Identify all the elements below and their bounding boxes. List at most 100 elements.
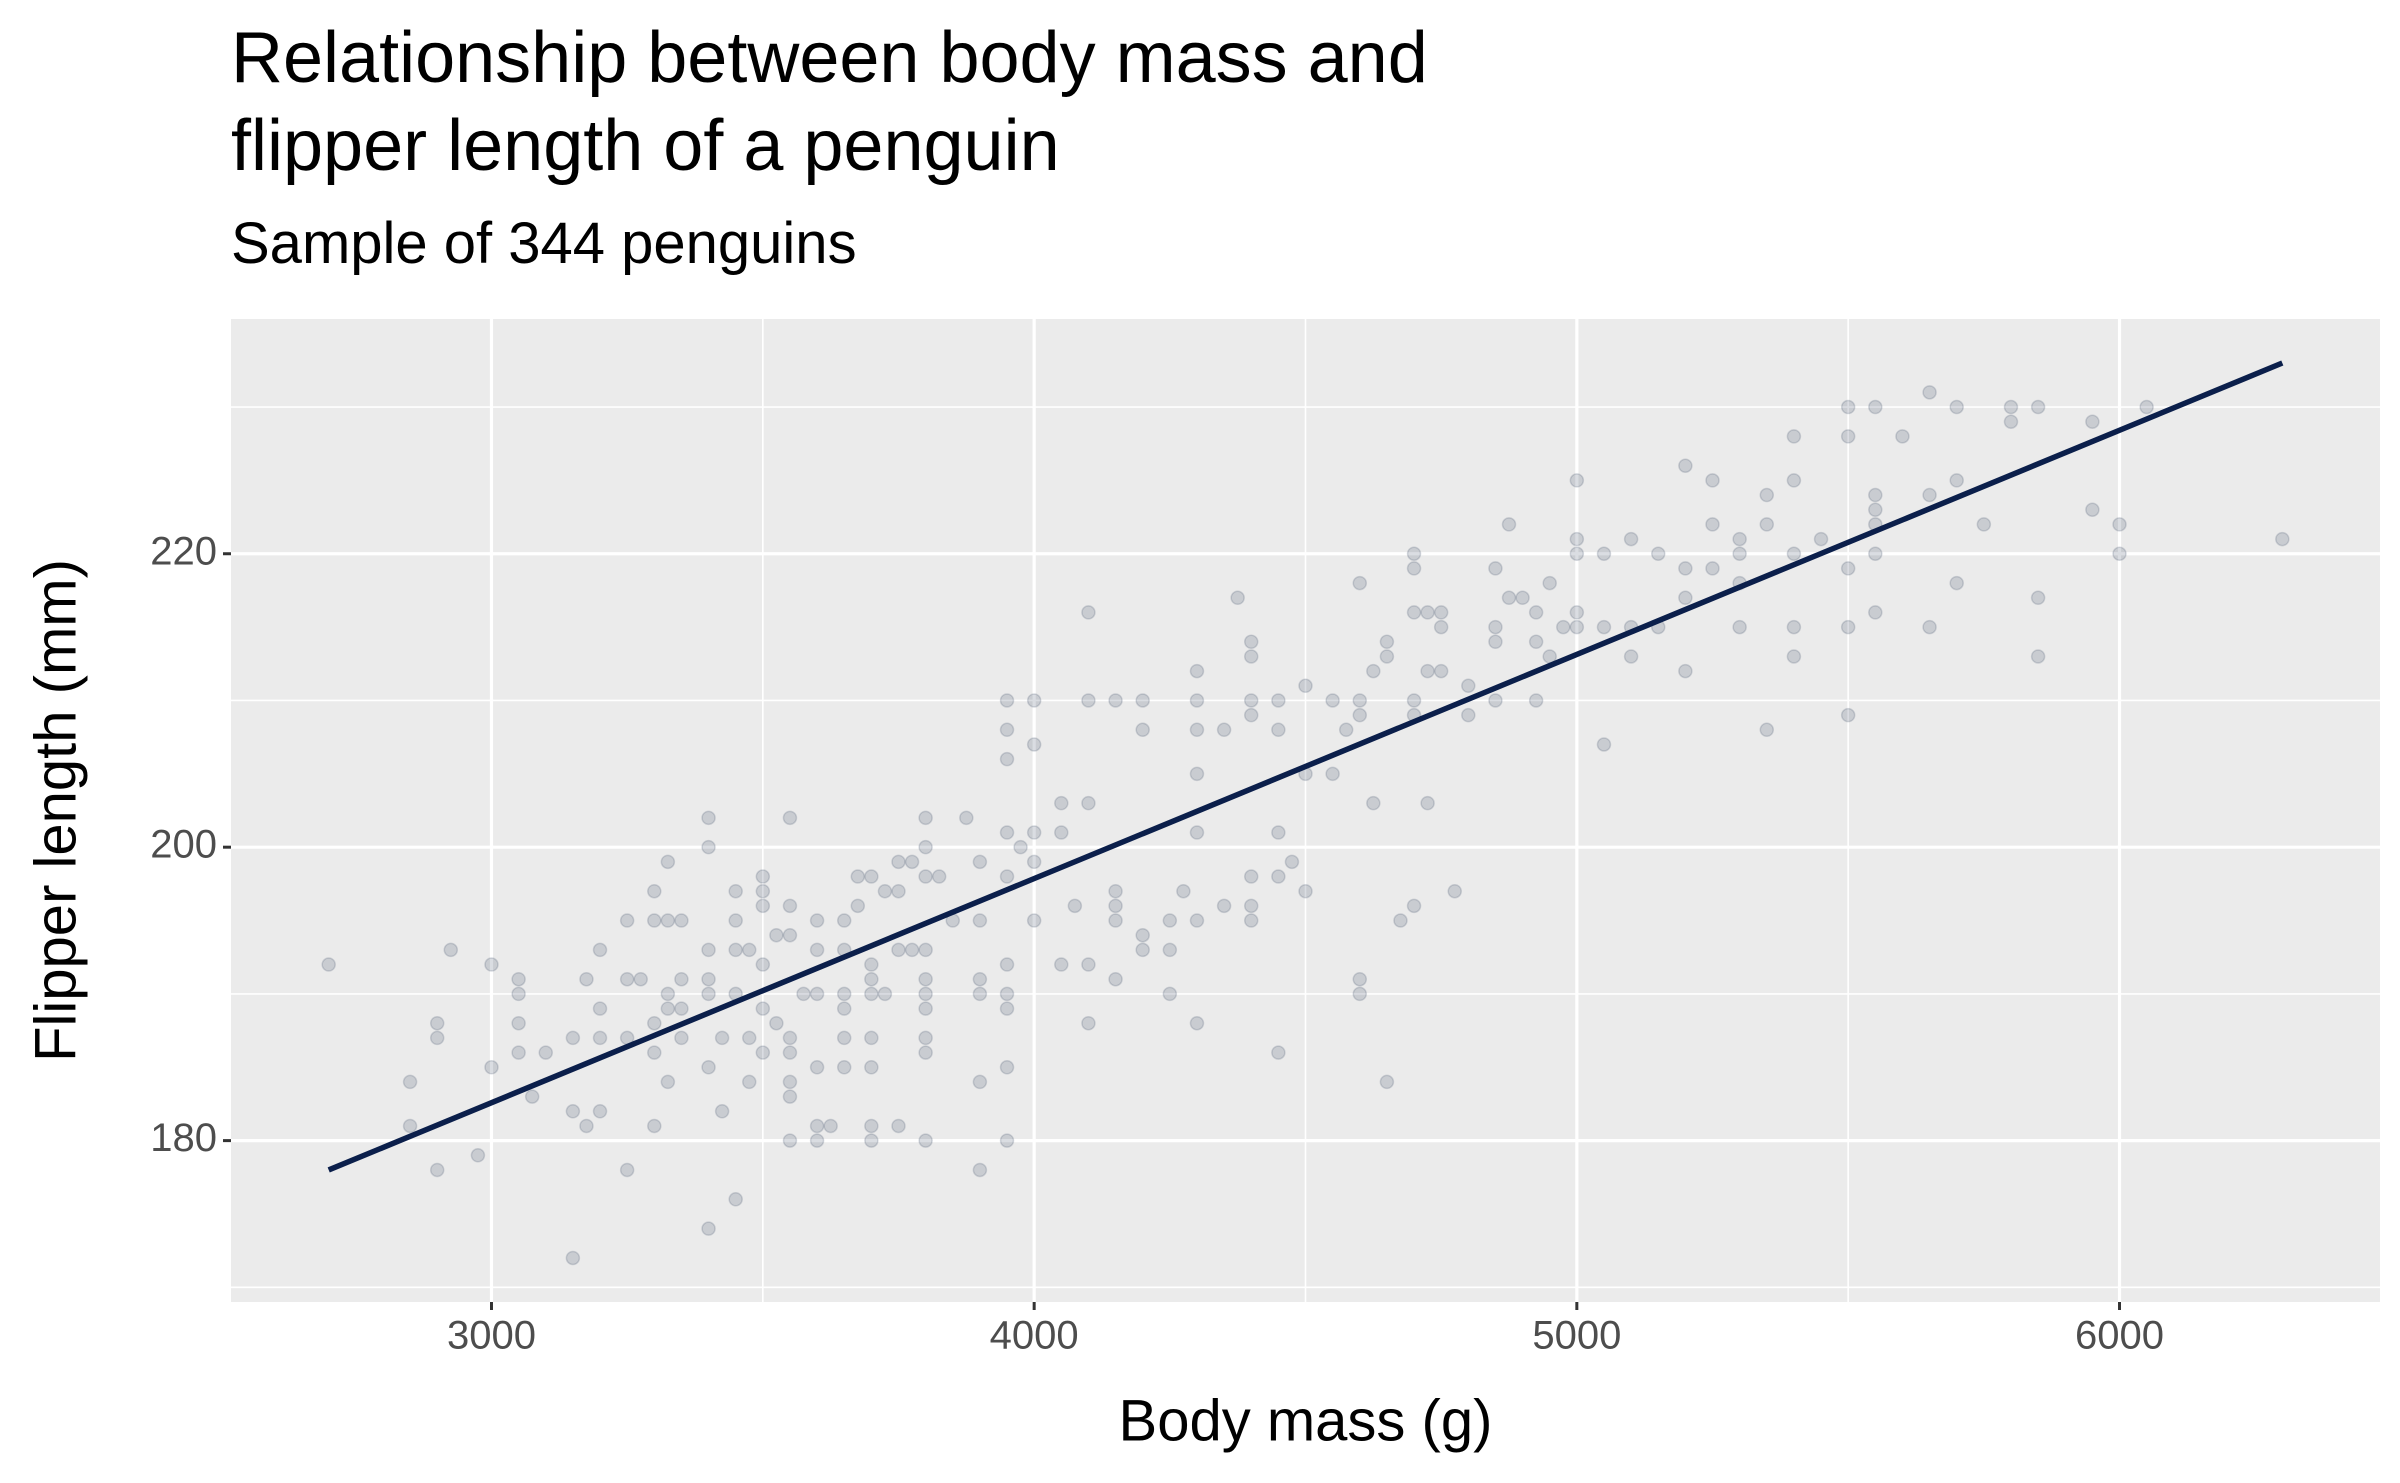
point bbox=[1569, 546, 1585, 561]
point bbox=[1026, 913, 1042, 928]
point bbox=[1135, 927, 1150, 943]
point bbox=[429, 1030, 445, 1046]
point bbox=[565, 1104, 581, 1119]
point bbox=[1461, 678, 1476, 694]
point bbox=[1189, 663, 1205, 679]
point bbox=[647, 913, 662, 928]
point bbox=[1868, 502, 1883, 517]
point bbox=[647, 1118, 662, 1134]
point bbox=[782, 898, 798, 914]
point bbox=[1352, 693, 1368, 708]
point bbox=[782, 927, 798, 943]
point bbox=[755, 1001, 771, 1016]
point bbox=[918, 1045, 933, 1060]
point bbox=[2275, 531, 2290, 547]
point bbox=[1840, 429, 1856, 444]
point bbox=[1162, 942, 1178, 958]
point bbox=[1840, 399, 1856, 415]
point bbox=[1271, 722, 1286, 738]
chart-title: Relationship between body mass and flipp… bbox=[231, 18, 1428, 186]
point bbox=[999, 722, 1015, 738]
point bbox=[1528, 693, 1544, 708]
point bbox=[1868, 605, 1883, 620]
point bbox=[619, 971, 635, 987]
point bbox=[1271, 825, 1286, 840]
point bbox=[2003, 414, 2019, 429]
point bbox=[972, 913, 988, 928]
point bbox=[1678, 663, 1693, 679]
point bbox=[565, 1030, 581, 1046]
point bbox=[1379, 649, 1395, 664]
point bbox=[864, 957, 879, 972]
point bbox=[1759, 517, 1775, 532]
point bbox=[755, 898, 771, 914]
point bbox=[1528, 605, 1544, 620]
point bbox=[918, 942, 933, 958]
point bbox=[836, 1060, 852, 1075]
point bbox=[2112, 546, 2127, 561]
point bbox=[931, 869, 947, 884]
point bbox=[701, 839, 716, 855]
y-tick-label: 220 bbox=[150, 529, 217, 573]
point bbox=[1515, 590, 1530, 606]
point bbox=[836, 913, 852, 928]
point bbox=[1162, 913, 1178, 928]
point bbox=[429, 1015, 445, 1031]
point bbox=[1949, 399, 1964, 415]
point bbox=[1135, 942, 1150, 958]
point bbox=[321, 957, 336, 972]
point bbox=[1026, 854, 1042, 870]
point bbox=[864, 1060, 879, 1075]
y-tick-label: 200 bbox=[150, 823, 217, 867]
point bbox=[1433, 663, 1449, 679]
point bbox=[1528, 634, 1544, 650]
point bbox=[864, 1133, 879, 1148]
point bbox=[1108, 693, 1123, 708]
point bbox=[782, 1133, 798, 1148]
point bbox=[1108, 913, 1123, 928]
point bbox=[1108, 971, 1123, 987]
point bbox=[1732, 546, 1747, 561]
point bbox=[999, 957, 1015, 972]
point bbox=[1678, 458, 1693, 473]
point bbox=[2030, 649, 2046, 664]
point bbox=[511, 1045, 526, 1060]
point bbox=[809, 913, 825, 928]
point bbox=[484, 957, 499, 972]
point bbox=[1230, 590, 1245, 606]
point bbox=[1406, 693, 1422, 708]
point bbox=[782, 1045, 798, 1060]
point bbox=[742, 1074, 757, 1090]
point bbox=[1243, 898, 1259, 914]
point bbox=[1271, 1045, 1286, 1060]
point bbox=[809, 986, 825, 1002]
point bbox=[1338, 722, 1354, 738]
point bbox=[1569, 605, 1585, 620]
point bbox=[972, 986, 988, 1002]
point bbox=[619, 1162, 635, 1178]
point bbox=[511, 1015, 526, 1031]
point bbox=[1678, 590, 1693, 606]
point bbox=[1366, 795, 1381, 811]
point bbox=[1678, 561, 1693, 576]
point bbox=[999, 693, 1015, 708]
point bbox=[1271, 693, 1286, 708]
point bbox=[484, 1060, 499, 1075]
point bbox=[1189, 1015, 1205, 1031]
point bbox=[1786, 473, 1802, 488]
y-axis-title: Flipper length (mm) bbox=[23, 559, 88, 1062]
point bbox=[891, 854, 906, 870]
point bbox=[1243, 869, 1259, 884]
point bbox=[864, 869, 879, 884]
point bbox=[402, 1074, 418, 1090]
chart-subtitle: Sample of 344 penguins bbox=[231, 211, 857, 276]
point bbox=[1596, 737, 1612, 752]
point bbox=[1447, 883, 1462, 899]
point bbox=[1325, 693, 1340, 708]
point bbox=[904, 942, 920, 958]
point bbox=[1352, 971, 1368, 987]
point bbox=[918, 1001, 933, 1016]
point bbox=[1406, 605, 1422, 620]
point bbox=[918, 1133, 933, 1148]
